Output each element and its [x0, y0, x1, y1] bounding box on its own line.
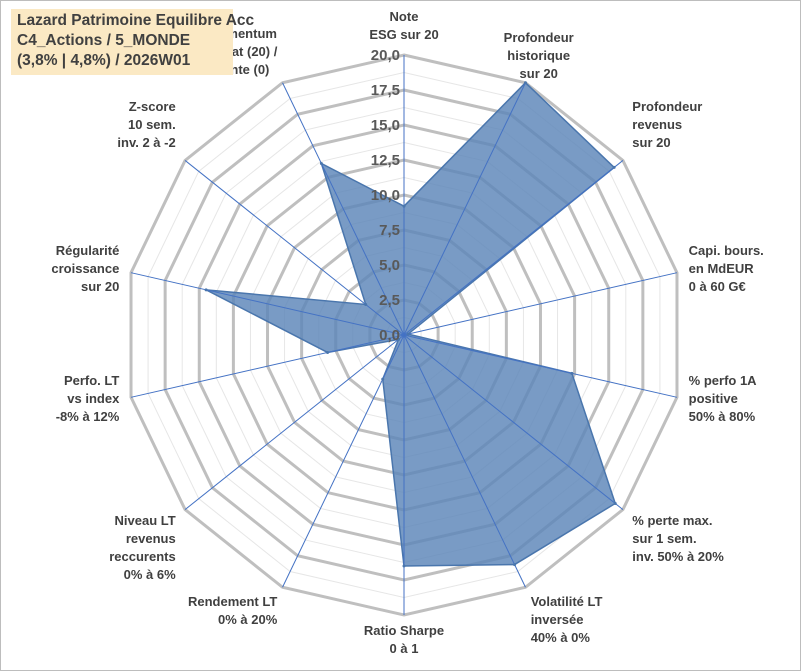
axis-label-line: positive [689, 391, 738, 406]
axis-spoke [130, 272, 405, 336]
axis-label-line: sur 1 sem. [632, 531, 696, 546]
axis-label-line: reccurents [109, 549, 175, 564]
axis-spoke [403, 334, 624, 510]
axis-label-line: Niveau LT [115, 513, 176, 528]
tick-label: 2,5 [379, 292, 400, 309]
axis-spoke [403, 334, 678, 398]
axis-label: Rendement LT 0% à 20% [188, 594, 278, 627]
data-point [513, 563, 517, 567]
axis-label-line: % perfo 1A [689, 373, 758, 388]
axis-label-line: Régularité [56, 243, 120, 258]
axis-label-line: croissance [51, 261, 119, 276]
axis-label-line: historique [507, 48, 570, 63]
data-point [397, 337, 401, 341]
axis-label-line: Note [390, 9, 419, 24]
axis-label: Note ESG sur 20 [369, 9, 438, 42]
axis-label-line: inv. 2 à -2 [117, 135, 175, 150]
tick-label: 7,5 [379, 222, 400, 239]
axis-label: Capi. bours. en MdEUR 0 à 60 G€ [689, 243, 764, 294]
axis-label-line: -8% à 12% [56, 409, 120, 424]
axis-spoke [184, 334, 405, 510]
axis-label-line: 50% à 80% [689, 409, 756, 424]
axis-spoke [282, 334, 405, 588]
axis-label-line: Ratio Sharpe [364, 623, 444, 638]
tick-label: 0,0 [379, 327, 400, 344]
axis-label-line: Volatilité LT [531, 594, 603, 609]
axis-label-line: Perfo. LT [64, 373, 119, 388]
axis-spoke [282, 82, 405, 336]
axis-label: Perfo. LT vs index -8% à 12% [56, 373, 120, 424]
tick-label: 10,0 [371, 187, 400, 204]
data-point [326, 350, 330, 354]
tick-label: 20,0 [371, 47, 400, 64]
axis-label: Régularité croissance sur 20 [51, 243, 119, 294]
data-point [523, 81, 527, 85]
axis-spoke [403, 272, 678, 336]
axis-label-line: Capi. bours. [689, 243, 764, 258]
axis-label-line: inv. 50% à 20% [632, 549, 724, 564]
axis-label: % perte max. sur 1 sem. inv. 50% à 20% [632, 513, 724, 564]
tick-label: 5,0 [379, 257, 400, 274]
axis-label: Profondeur historique sur 20 [504, 30, 574, 81]
axis-label-line: Z-score [129, 99, 176, 114]
axis-label-line: sur 20 [520, 66, 558, 81]
chart-title: Lazard Patrimoine Equilibre Acc C4_Actio… [11, 9, 255, 75]
axis-label-line: Profondeur [504, 30, 574, 45]
axis-label-line: 10 sem. [128, 117, 176, 132]
data-point [570, 371, 574, 375]
tick-label: 15,0 [371, 117, 400, 134]
axis-spoke [403, 82, 526, 336]
axis-label: Niveau LT revenus reccurents 0% à 6% [109, 513, 176, 582]
axis-label-line: % perte max. [632, 513, 712, 528]
axis-label: Ratio Sharpe 0 à 1 [364, 623, 444, 656]
data-point [612, 165, 616, 169]
axis-label-line: 0 à 1 [390, 641, 419, 656]
axis-label-line: 40% à 0% [531, 630, 591, 645]
tick-label: 17,5 [371, 82, 400, 99]
data-point [613, 501, 617, 505]
axis-label-line: 0% à 6% [124, 567, 176, 582]
axis-label: Profondeur revenus sur 20 [632, 99, 702, 150]
axis-label-line: 0 à 60 G€ [689, 279, 746, 294]
axis-label-line: Rendement LT [188, 594, 277, 609]
data-point [364, 302, 368, 306]
data-point [381, 377, 385, 381]
axis-label-line: revenus [632, 117, 682, 132]
axis-label: Volatilité LT inversée 40% à 0% [531, 594, 603, 645]
axis-label: % perfo 1A positive 50% à 80% [689, 373, 758, 424]
axis-label-line: inversée [531, 612, 584, 627]
axis-label-line: sur 20 [632, 135, 670, 150]
axis-label-line: 0% à 20% [218, 612, 278, 627]
axis-label-line: vs index [67, 391, 120, 406]
axis-label-line: sur 20 [81, 279, 119, 294]
tick-label: 12,5 [371, 152, 400, 169]
axis-label-line: ESG sur 20 [369, 27, 438, 42]
data-point [402, 564, 406, 568]
title-line-2: C4_Actions / 5_MONDE [17, 32, 191, 49]
axis-label: Z-score 10 sem. inv. 2 à -2 [117, 99, 175, 150]
data-point [319, 161, 323, 165]
axis-label-line: en MdEUR [689, 261, 755, 276]
data-point [402, 204, 406, 208]
data-point [204, 288, 208, 292]
axis-spoke [184, 160, 405, 336]
axis-label-line: revenus [126, 531, 176, 546]
axis-spoke [403, 334, 526, 588]
title-line-3: (3,8% | 4,8%) / 2026W01 [17, 52, 191, 69]
title-line-1: Lazard Patrimoine Equilibre Acc [17, 12, 255, 29]
axis-spoke [130, 334, 405, 398]
axis-spoke [403, 160, 624, 336]
axis-label-line: Profondeur [632, 99, 702, 114]
data-point [406, 332, 410, 336]
